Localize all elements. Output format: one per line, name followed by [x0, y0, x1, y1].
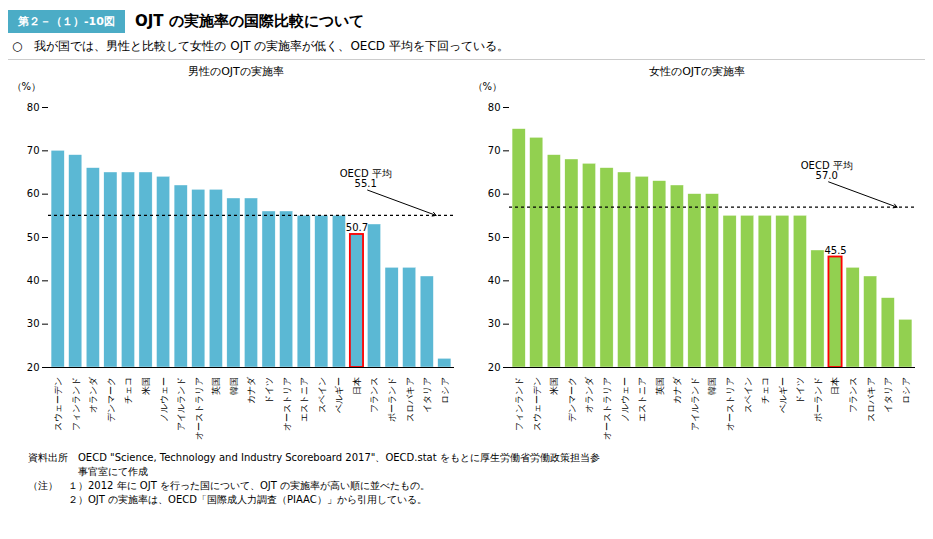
svg-text:カナダ: カナダ [672, 376, 682, 404]
svg-text:フィンランド: フィンランド [71, 377, 81, 431]
html-text:○ 我が国では、男性と比較して女性の OJT の実施率が低く: ○ 我が国では、男性と比較して女性の OJT の実施率が低く、OECD 平均を下… [12, 39, 509, 53]
svg-text:日本: 日本 [830, 377, 840, 395]
svg-text:70: 70 [27, 145, 40, 156]
html-text:資料出所 OECD "Science, Technology: 資料出所 OECD "Science, Technology and Indus… [28, 452, 600, 463]
svg-text:60: 60 [488, 188, 501, 199]
html-text:女性のOJTの実施率: 女性のOJTの実施率 [649, 65, 745, 78]
svg-text:45.5: 45.5 [824, 245, 846, 256]
svg-text:ロシア: ロシア [901, 377, 911, 404]
svg-text:80: 80 [27, 102, 40, 113]
svg-text:ノルウェー: ノルウェー [620, 377, 630, 422]
svg-text:オーストリア: オーストリア [725, 377, 735, 431]
svg-text:20: 20 [488, 362, 501, 373]
svg-text:チェコ: チェコ [760, 377, 770, 404]
svg-text:30: 30 [27, 318, 40, 329]
svg-text:英国: 英国 [655, 377, 665, 395]
svg-text:50: 50 [27, 232, 40, 243]
html-text:事官室にて作成: 事官室にて作成 [28, 466, 148, 477]
svg-text:ノルウェー: ノルウェー [159, 377, 169, 422]
svg-text:（%）: （%） [12, 81, 42, 92]
svg-text:ポーランド: ポーランド [813, 377, 823, 422]
svg-text:オランダ: オランダ [88, 376, 98, 413]
svg-text:ドイツ: ドイツ [264, 377, 274, 404]
svg-text:韓国: 韓国 [229, 377, 239, 395]
svg-text:デンマーク: デンマーク [567, 377, 577, 422]
svg-text:フィンランド: フィンランド [514, 377, 524, 431]
svg-text:20: 20 [27, 362, 40, 373]
svg-text:エストニア: エストニア [299, 377, 309, 422]
svg-text:スペイン: スペイン [317, 377, 327, 413]
svg-text:40: 40 [488, 275, 501, 286]
svg-text:チェコ: チェコ [123, 377, 133, 404]
svg-text:フランス: フランス [369, 377, 379, 413]
svg-text:40: 40 [27, 275, 40, 286]
svg-text:アイルランド: アイルランド [690, 377, 700, 431]
svg-text:ベルギー: ベルギー [334, 377, 344, 413]
svg-text:日本: 日本 [352, 377, 362, 395]
svg-text:スロバキア: スロバキア [405, 377, 415, 422]
svg-text:米国: 米国 [549, 377, 559, 395]
svg-text:スウェーデン: スウェーデン [53, 377, 63, 431]
svg-text:（%）: （%） [473, 81, 503, 92]
svg-text:80: 80 [488, 102, 501, 113]
svg-text:英国: 英国 [211, 377, 221, 395]
svg-text:イタリア: イタリア [422, 377, 432, 413]
svg-text:ベルギー: ベルギー [778, 377, 788, 413]
svg-text:50: 50 [488, 232, 501, 243]
svg-text:OECD 平均55.1: OECD 平均55.1 [340, 168, 392, 189]
svg-text:60: 60 [27, 188, 40, 199]
svg-text:デンマーク: デンマーク [106, 377, 116, 422]
svg-text:ドイツ: ドイツ [795, 377, 805, 404]
svg-text:オーストラリア: オーストラリア [194, 377, 204, 440]
svg-text:ロシア: ロシア [440, 377, 450, 404]
svg-text:50.7: 50.7 [346, 222, 368, 233]
svg-text:OECD 平均57.0: OECD 平均57.0 [801, 160, 853, 181]
svg-text:オーストリア: オーストリア [282, 377, 292, 431]
svg-text:フランス: フランス [848, 377, 858, 413]
svg-text:70: 70 [488, 145, 501, 156]
svg-text:オランダ: オランダ [584, 376, 594, 413]
svg-text:30: 30 [488, 318, 501, 329]
svg-text:スウェーデン: スウェーデン [532, 377, 542, 431]
svg-text:米国: 米国 [141, 377, 151, 395]
html-text:男性のOJTの実施率: 男性のOJTの実施率 [188, 65, 284, 78]
svg-text:カナダ: カナダ [246, 376, 256, 404]
svg-text:韓国: 韓国 [707, 377, 717, 395]
html-text:OJT の実施率の国際比較について: OJT の実施率の国際比較について [134, 11, 364, 30]
svg-text:ポーランド: ポーランド [387, 377, 397, 422]
svg-text:エストニア: エストニア [637, 377, 647, 422]
svg-text:オーストラリア: オーストラリア [602, 377, 612, 440]
html-text:第２－（１）-10図: 第２－（１）-10図 [18, 14, 115, 28]
svg-text:アイルランド: アイルランド [176, 377, 186, 431]
html-text:（注） １）2012 年に OJT を行った国について、OJ: （注） １）2012 年に OJT を行った国について、OJT の実施率が高い順… [28, 480, 430, 491]
svg-text:イタリア: イタリア [883, 377, 893, 413]
svg-text:スロバキア: スロバキア [866, 377, 876, 422]
svg-text:スペイン: スペイン [743, 377, 753, 413]
html-text:２）OJT の実施率は、OECD「国際成人力調査（PIAAC: ２）OJT の実施率は、OECD「国際成人力調査（PIAAC）」から引用している… [28, 494, 427, 505]
